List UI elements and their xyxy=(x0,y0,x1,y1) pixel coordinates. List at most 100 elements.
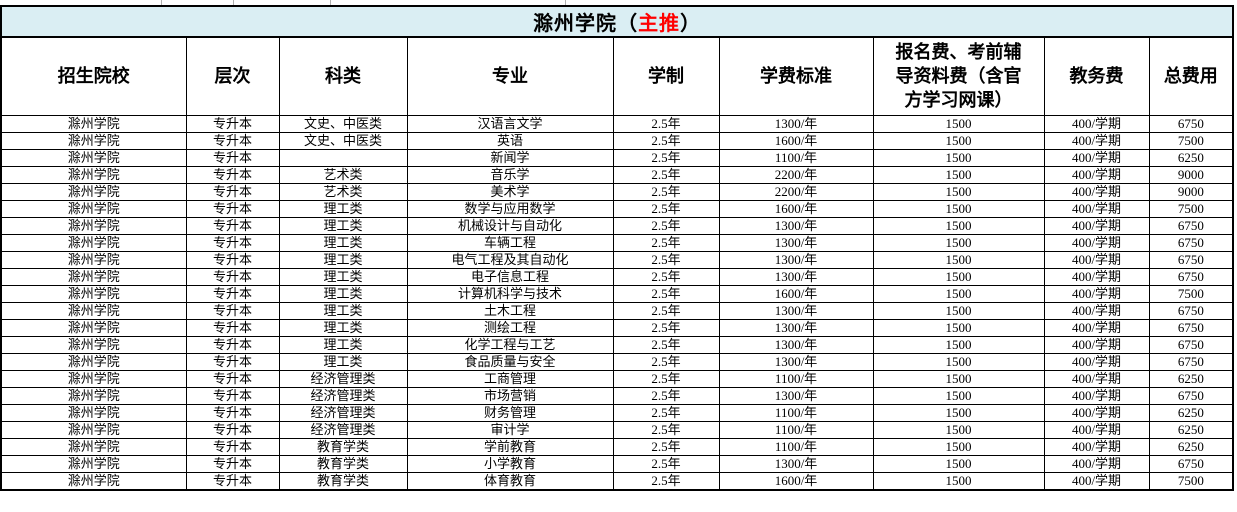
table-cell: 1500 xyxy=(872,471,1045,490)
table-cell: 滁州学院 xyxy=(0,114,187,133)
column-header: 学制 xyxy=(612,36,720,116)
table-cell: 400/学期 xyxy=(1043,114,1150,133)
table-cell: 专升本 xyxy=(185,233,280,252)
table-cell: 400/学期 xyxy=(1043,301,1150,320)
table-cell: 2.5年 xyxy=(612,250,720,269)
table-cell: 400/学期 xyxy=(1043,386,1150,405)
table-cell: 滁州学院 xyxy=(0,267,187,286)
table-row: 滁州学院 专升本 经济管理类 工商管理 2.5年 1100/年 1500 400/学期 6250 xyxy=(0,369,1234,388)
table-cell: 滁州学院 xyxy=(0,335,187,354)
table-cell: 1600/年 xyxy=(718,284,874,303)
table-row: 滁州学院 专升本 理工类 化学工程与工艺 2.5年 1300/年 1500 400/学期 675… xyxy=(0,335,1234,354)
table-cell: 2.5年 xyxy=(612,386,720,405)
table-cell: 6750 xyxy=(1148,114,1234,133)
table-cell: 滁州学院 xyxy=(0,454,187,473)
table-cell: 6750 xyxy=(1148,318,1234,337)
table-cell: 电气工程及其自动化 xyxy=(406,250,614,269)
table-cell: 艺术类 xyxy=(278,182,408,201)
table-cell: 400/学期 xyxy=(1043,437,1150,456)
table-cell: 400/学期 xyxy=(1043,182,1150,201)
table-cell: 数学与应用数学 xyxy=(406,199,614,218)
table-cell: 工商管理 xyxy=(406,369,614,388)
table-title: 滁州学院（主推） xyxy=(0,5,1234,38)
table-cell: 教育学类 xyxy=(278,471,408,490)
table-cell: 专升本 xyxy=(185,148,280,167)
table-cell: 经济管理类 xyxy=(278,403,408,422)
table-row: 滁州学院 专升本 艺术类 音乐学 2.5年 2200/年 1500 400/学期 9000 xyxy=(0,165,1234,184)
table-cell: 6750 xyxy=(1148,233,1234,252)
table-cell: 1300/年 xyxy=(718,318,874,337)
table-cell: 专升本 xyxy=(185,369,280,388)
table-cell: 1500 xyxy=(872,199,1045,218)
table-cell: 400/学期 xyxy=(1043,199,1150,218)
table-cell: 2.5年 xyxy=(612,471,720,490)
table-cell: 经济管理类 xyxy=(278,386,408,405)
gridline-remnant xyxy=(565,0,566,5)
column-header-row: 招生院校 层次 科类 专业 学制 学费标准 报名费、考前辅 导资料费（含官 方学习网课） 教务… xyxy=(0,36,1234,116)
column-header: 总费用 xyxy=(1148,36,1234,116)
table-cell: 专升本 xyxy=(185,131,280,150)
table-cell: 电子信息工程 xyxy=(406,267,614,286)
table-cell: 7500 xyxy=(1148,284,1234,303)
table-cell: 专升本 xyxy=(185,182,280,201)
table-cell: 专升本 xyxy=(185,267,280,286)
table-cell: 滁州学院 xyxy=(0,284,187,303)
table-cell: 2.5年 xyxy=(612,267,720,286)
table-cell: 专升本 xyxy=(185,420,280,439)
table-cell: 1500 xyxy=(872,386,1045,405)
table-row: 滁州学院 专升本 理工类 土木工程 2.5年 1300/年 1500 400/学期 6750 xyxy=(0,301,1234,320)
table-cell: 滁州学院 xyxy=(0,148,187,167)
table-cell: 食品质量与安全 xyxy=(406,352,614,371)
table-cell: 1100/年 xyxy=(718,420,874,439)
table-cell: 6250 xyxy=(1148,437,1234,456)
table-cell: 化学工程与工艺 xyxy=(406,335,614,354)
table-cell: 1500 xyxy=(872,335,1045,354)
table-row: 滁州学院 专升本 理工类 电气工程及其自动化 2.5年 1300/年 1500 400/学期 6… xyxy=(0,250,1234,269)
table-cell: 理工类 xyxy=(278,233,408,252)
table-cell: 英语 xyxy=(406,131,614,150)
table-cell: 测绘工程 xyxy=(406,318,614,337)
table-cell: 2200/年 xyxy=(718,165,874,184)
table-cell: 2.5年 xyxy=(612,165,720,184)
table-cell: 400/学期 xyxy=(1043,318,1150,337)
table-row: 滁州学院 专升本 理工类 计算机科学与技术 2.5年 1600/年 1500 400/学期 75… xyxy=(0,284,1234,303)
table-row: 滁州学院 专升本 理工类 电子信息工程 2.5年 1300/年 1500 400/学期 6750 xyxy=(0,267,1234,286)
table-row: 滁州学院 专升本 文史、中医类 英语 2.5年 1600/年 1500 400/学期 7500 xyxy=(0,131,1234,150)
table-cell: 1300/年 xyxy=(718,335,874,354)
table-cell: 滁州学院 xyxy=(0,216,187,235)
table-cell: 6250 xyxy=(1148,369,1234,388)
table-cell: 7500 xyxy=(1148,471,1234,490)
table-cell: 400/学期 xyxy=(1043,131,1150,150)
table-cell: 1500 xyxy=(872,216,1045,235)
table-cell: 1300/年 xyxy=(718,301,874,320)
table-cell: 文史、中医类 xyxy=(278,114,408,133)
table-cell: 专升本 xyxy=(185,114,280,133)
table-row: 滁州学院 专升本 理工类 数学与应用数学 2.5年 1600/年 1500 400/学期 750… xyxy=(0,199,1234,218)
table-cell: 滁州学院 xyxy=(0,131,187,150)
table-cell: 1500 xyxy=(872,165,1045,184)
table-cell: 滁州学院 xyxy=(0,420,187,439)
table-cell: 专升本 xyxy=(185,250,280,269)
table-cell: 6750 xyxy=(1148,216,1234,235)
table-cell: 机械设计与自动化 xyxy=(406,216,614,235)
table-cell: 1500 xyxy=(872,403,1045,422)
table-cell xyxy=(278,148,408,167)
table-cell: 1500 xyxy=(872,420,1045,439)
table-cell: 理工类 xyxy=(278,267,408,286)
table-cell: 1500 xyxy=(872,437,1045,456)
table-cell: 专升本 xyxy=(185,318,280,337)
table-cell: 1600/年 xyxy=(718,131,874,150)
table-cell: 400/学期 xyxy=(1043,233,1150,252)
table-cell: 6750 xyxy=(1148,386,1234,405)
table-cell: 理工类 xyxy=(278,301,408,320)
table-row: 滁州学院 专升本 理工类 食品质量与安全 2.5年 1300/年 1500 400/学期 675… xyxy=(0,352,1234,371)
table-row: 滁州学院 专升本 教育学类 学前教育 2.5年 1100/年 1500 400/学期 6250 xyxy=(0,437,1234,456)
table-cell: 计算机科学与技术 xyxy=(406,284,614,303)
table-cell: 2.5年 xyxy=(612,301,720,320)
table-cell: 7500 xyxy=(1148,131,1234,150)
table-cell: 400/学期 xyxy=(1043,471,1150,490)
top-edge-strip xyxy=(0,0,1237,5)
table-cell: 400/学期 xyxy=(1043,284,1150,303)
table-cell: 艺术类 xyxy=(278,165,408,184)
admissions-fee-table: 滁州学院（主推） 招生院校 层次 科类 专业 学制 学费标准 报名费、考前辅 导资料费（含官… xyxy=(0,5,1235,491)
